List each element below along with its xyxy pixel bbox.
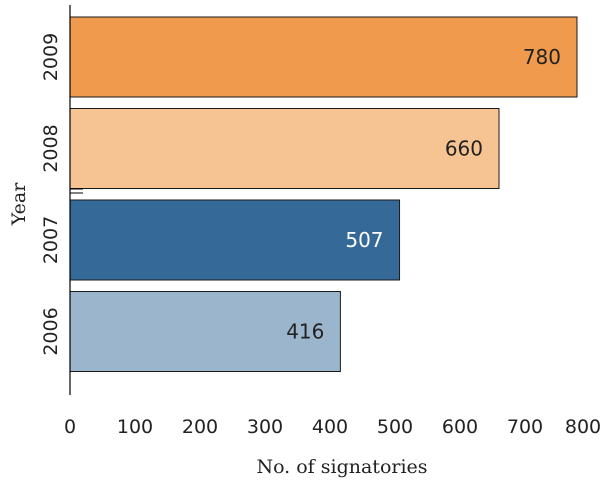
x-tick-label-600: 600	[442, 416, 478, 438]
bar-value-label-2008: 660	[445, 137, 483, 161]
bar-2006	[69, 291, 341, 372]
x-tick-label-500: 500	[377, 416, 413, 438]
bar-value-label-2006: 416	[286, 320, 324, 344]
y-axis-title: Year	[8, 182, 30, 226]
bar-2008	[69, 108, 500, 189]
x-tick-label-200: 200	[182, 416, 218, 438]
y-tick-labels: 2009 2008 2007 2006	[40, 33, 62, 356]
y-tick-label-2009: 2009	[40, 33, 62, 81]
bar-value-label-2009: 780	[523, 45, 561, 69]
x-tick-label-0: 0	[64, 416, 76, 438]
x-tick-label-100: 100	[117, 416, 153, 438]
x-tick-labels: 0 100 200 300 400 500 600 700 800	[64, 416, 601, 438]
y-tick-label-2006: 2006	[40, 307, 62, 355]
x-axis-title: No. of signatories	[256, 456, 427, 478]
bar-2009	[69, 16, 578, 98]
bars: 780 660 507 416	[69, 16, 578, 372]
y-tick-label-2008: 2008	[40, 124, 62, 172]
y-tick-label-2007: 2007	[40, 216, 62, 264]
x-tick-label-800: 800	[565, 416, 601, 438]
bar-2007	[69, 199, 401, 281]
bar-value-label-2007: 507	[345, 228, 383, 252]
x-tick-label-700: 700	[507, 416, 543, 438]
x-tick-label-300: 300	[247, 416, 283, 438]
x-tick-label-400: 400	[312, 416, 348, 438]
